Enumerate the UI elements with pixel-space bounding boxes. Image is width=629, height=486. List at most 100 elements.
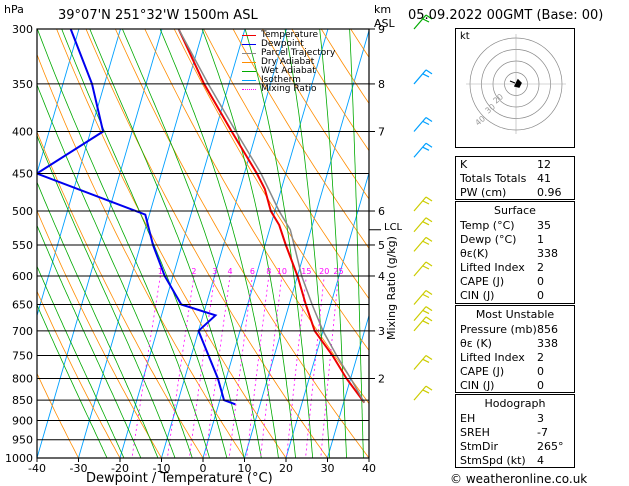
temp-tick-label: 10: [238, 462, 252, 475]
legend-item: Dry Adiabat: [242, 57, 362, 67]
temperature-line: [177, 29, 366, 404]
pressure-tick-label: 650: [12, 299, 33, 312]
mixing-ratio-label: 25: [333, 267, 343, 276]
mixing-ratio-label: 8: [266, 267, 271, 276]
wind-barb-staff: [413, 261, 427, 277]
wind-barb-staff: [413, 306, 427, 321]
wind-barb-staff: [413, 69, 427, 85]
datetime-title: 05.09.2022 00GMT (Base: 00): [408, 8, 604, 23]
isotherm-line: [119, 29, 246, 458]
mixing-ratio-line: [131, 275, 161, 458]
hodograph-ring-label: 40: [474, 114, 488, 127]
index-row: K 12: [460, 158, 551, 171]
asl-label: ASL: [374, 17, 395, 30]
isotherm-line: [78, 29, 204, 458]
wind-barb-flag: [425, 69, 433, 75]
isotherm-line: [285, 171, 369, 458]
mixing-ratio-label: 2: [191, 267, 196, 276]
wind-barb-staff: [413, 237, 427, 252]
legend-swatch: [242, 53, 256, 54]
surface-row: CAPE (J) 0: [460, 275, 544, 288]
wind-barb-flag: [422, 265, 430, 270]
wind-barb-flag: [422, 120, 430, 126]
mixing-ratio-line: [166, 275, 195, 458]
legend-item: Mixing Ratio: [242, 84, 362, 94]
pressure-tick-label: 700: [12, 325, 33, 338]
wind-barb-flag: [425, 354, 433, 360]
legend-swatch: [242, 44, 256, 45]
wind-barb-staff: [413, 217, 427, 233]
wind-barb-flag: [425, 196, 433, 202]
temp-tick-label: 20: [279, 462, 293, 475]
pressure-tick-label: 800: [12, 372, 33, 385]
km-tick-label: 3: [378, 325, 385, 338]
mixing-ratio-label: 6: [250, 267, 255, 276]
legend-swatch: [242, 80, 256, 81]
pressure-tick-label: 550: [12, 239, 33, 252]
wind-barb-flag: [425, 117, 433, 123]
pressure-tick-label: 900: [12, 414, 33, 427]
surface-table: Surface Temp (°C) 35 Dewp (°C) 1 θε(K) 338 …: [455, 201, 575, 304]
wind-barb-staff: [413, 290, 427, 305]
mixing-ratio-axis-label: Mixing Ratio (g/kg): [385, 236, 398, 340]
wet-adiabat-line: [121, 29, 262, 458]
legend-label: Isotherm: [261, 75, 301, 85]
wind-barb-staff: [413, 117, 427, 132]
wind-barb-flag: [422, 221, 430, 226]
hodograph-row: SREH -7: [460, 426, 548, 439]
surface-row: Temp (°C) 35: [460, 219, 551, 232]
surface-title: Surface: [494, 204, 536, 217]
legend-swatch: [242, 35, 256, 36]
wind-barb-staff: [413, 385, 427, 401]
dry-adiabat-line: [37, 372, 79, 458]
mixing-ratio-label: 20: [319, 267, 329, 276]
wind-barb-flag: [422, 73, 430, 78]
mixing-ratio-label: 3: [212, 267, 217, 276]
wind-barb-flag: [422, 146, 430, 151]
index-row: PW (cm) 0.96: [460, 186, 562, 199]
hodograph-row: StmDir 265°: [460, 440, 564, 453]
surface-row: θε(K) 338: [460, 247, 558, 260]
most-unstable-title: Most Unstable: [475, 308, 555, 321]
pressure-tick-label: 300: [12, 23, 33, 36]
km-tick-label: 2: [378, 372, 385, 385]
legend-label: Dry Adiabat: [261, 57, 315, 67]
hodograph-row: EH 3: [460, 412, 544, 425]
pressure-tick-label: 850: [12, 394, 33, 407]
wind-barb-staff: [413, 316, 427, 332]
legend-item: Parcel Trajectory: [242, 48, 362, 58]
hodograph-trace: [513, 78, 522, 88]
dry-adiabat-line: [37, 53, 245, 458]
mu-row: Lifted Index 2: [460, 351, 544, 364]
wind-barb-flag: [422, 358, 430, 364]
wind-barb-staff: [413, 14, 427, 30]
pressure-tick-label: 350: [12, 78, 33, 91]
mixing-ratio-label: 10: [277, 267, 287, 276]
km-tick-label: 7: [378, 126, 385, 139]
mixing-ratio-line: [205, 275, 231, 458]
wind-barb-flag: [422, 310, 430, 315]
mu-row: CAPE (J) 0: [460, 365, 544, 378]
wind-barb-flag: [425, 14, 433, 20]
mixing-ratio-label: 4: [228, 267, 233, 276]
legend-swatch: [242, 71, 256, 72]
hodograph-unit-label: kt: [460, 31, 470, 42]
mu-row: CIN (J) 0: [460, 379, 544, 392]
hodograph-table-title: Hodograph: [484, 397, 546, 410]
dry-adiabat-line: [590, 0, 629, 475]
km-tick-label: 5: [378, 239, 385, 252]
isotherm-line: [161, 29, 287, 458]
mixing-ratio-line: [188, 275, 216, 458]
legend-item: Temperature: [242, 30, 362, 40]
temp-tick-label: -40: [28, 462, 46, 475]
x-axis-label: Dewpoint / Temperature (°C): [86, 471, 273, 486]
legend-swatch: [242, 89, 256, 90]
temp-tick-label: -30: [70, 462, 88, 475]
pressure-tick-label: 450: [12, 167, 33, 180]
pressure-tick-label: 750: [12, 349, 33, 362]
wind-barb-flag: [422, 18, 430, 23]
wind-barb-flag: [425, 385, 433, 391]
mixing-ratio-line: [320, 275, 339, 458]
